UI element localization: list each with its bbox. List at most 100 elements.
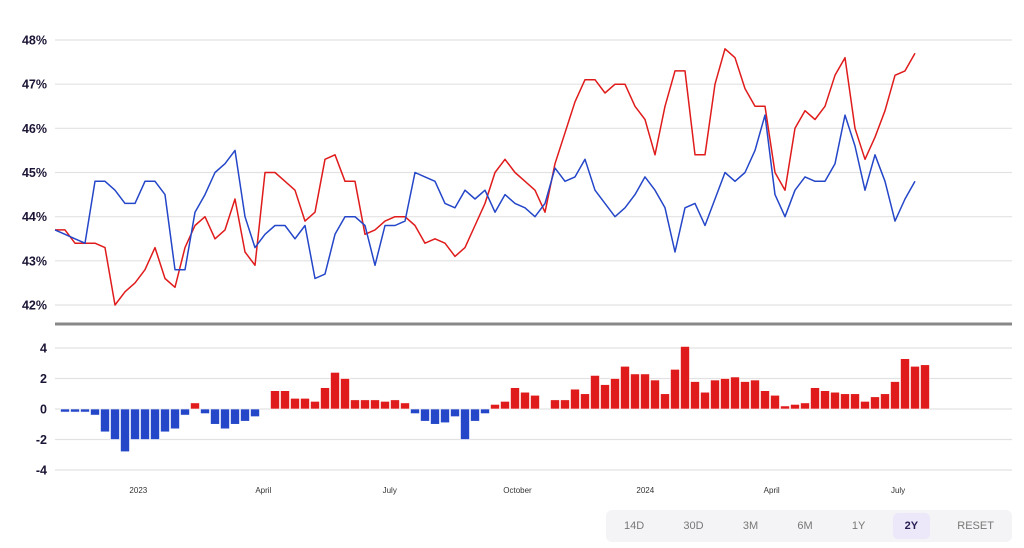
bar-negative (480, 408, 490, 414)
bar-negative (210, 408, 220, 425)
x-tick-label: 2023 (129, 486, 147, 495)
x-tick-label: April (764, 486, 780, 495)
range-button-6m[interactable]: 6M (797, 520, 813, 532)
bar-negative (180, 408, 190, 416)
bar-negative (100, 408, 110, 433)
bar-positive (910, 365, 920, 410)
bar-negative (240, 408, 250, 422)
bar-positive (550, 399, 560, 410)
x-axis-labels: 2023 April July October 2024 April July (129, 486, 905, 495)
line-series (54, 48, 916, 306)
bar-positive (370, 399, 380, 410)
y-tick-label: 48% (22, 34, 47, 48)
x-tick-label: July (383, 486, 397, 495)
series-line-blue (54, 114, 916, 280)
bar-positive (650, 379, 660, 410)
bar-positive (890, 381, 900, 410)
bar-positive (830, 391, 840, 410)
bar-positive (800, 402, 810, 410)
bar-positive (920, 364, 930, 410)
bar-negative (130, 408, 140, 440)
bar-positive (290, 398, 300, 410)
bar-positive (520, 391, 530, 410)
bar-positive (760, 390, 770, 410)
bar-negative (150, 408, 160, 440)
bar-positive (530, 394, 540, 410)
bar-positive (690, 381, 700, 410)
y-tick-label: 44% (22, 210, 47, 224)
range-button-3m[interactable]: 3M (742, 520, 759, 532)
x-tick-label: July (891, 486, 905, 495)
bar-negative (110, 408, 120, 440)
bar-positive (810, 387, 820, 410)
range-button-30d[interactable]: 30D (683, 520, 704, 532)
bar-negative (410, 408, 420, 414)
y-tick-label: 46% (22, 122, 47, 136)
bar-negative (230, 408, 240, 425)
bar-positive (630, 373, 640, 410)
bar-positive (710, 379, 720, 410)
bar-positive (720, 378, 730, 410)
bar-negative (450, 408, 460, 417)
bar-positive (360, 399, 370, 410)
bar-positive (900, 358, 910, 410)
bar-negative (160, 408, 170, 433)
bar-positive (590, 375, 600, 410)
bar-positive (350, 399, 360, 410)
bar-positive (840, 393, 850, 410)
bar-positive (740, 381, 750, 410)
y-tick-label: -4 (36, 464, 47, 478)
range-button-2y[interactable]: 2Y (892, 513, 931, 539)
bar-positive (380, 401, 390, 410)
bar-positive (390, 399, 400, 410)
bar-negative (200, 408, 210, 414)
bar-negative (460, 408, 470, 440)
range-button-reset[interactable]: RESET (957, 520, 994, 532)
bar-positive (400, 402, 410, 410)
x-tick-label: April (255, 486, 271, 495)
bar-negative (140, 408, 150, 440)
y-tick-label: 43% (22, 254, 47, 268)
range-button-1y[interactable]: 1Y (851, 520, 866, 532)
bar-negative (80, 408, 90, 413)
bar-positive (700, 391, 710, 410)
y-tick-label: 2 (40, 372, 47, 386)
bar-positive (320, 387, 330, 410)
bar-positive (510, 387, 520, 410)
bar-positive (780, 405, 790, 410)
bar-positive (280, 390, 290, 410)
bar-negative (170, 408, 180, 430)
y-tick-label: 4 (40, 342, 47, 356)
bar-negative (420, 408, 430, 422)
bar-negative (70, 408, 80, 413)
bar-positive (610, 378, 620, 410)
x-tick-label: October (503, 486, 532, 495)
bar-positive (560, 399, 570, 410)
bar-positive (660, 393, 670, 410)
bar-positive (600, 384, 610, 410)
bar-positive (850, 393, 860, 410)
range-selector: 14D 30D 3M 6M 1Y 2Y RESET (606, 510, 1012, 542)
bar-negative (60, 408, 70, 413)
bar-positive (330, 372, 340, 410)
difference-bars (60, 346, 930, 453)
series-line-red (55, 48, 916, 306)
bar-positive (880, 393, 890, 410)
bar-positive (730, 376, 740, 410)
bar-negative (430, 408, 440, 425)
bar-negative (440, 408, 450, 424)
bar-positive (640, 373, 650, 410)
y-tick-label: 42% (22, 299, 47, 313)
range-button-14d[interactable]: 14D (624, 520, 645, 532)
bar-positive (190, 402, 200, 410)
y-tick-label: 47% (22, 78, 47, 92)
bar-positive (620, 365, 630, 410)
y-axis-labels: 42% 43% 44% 45% 46% 47% 48% -4 -2 0 2 4 (22, 34, 47, 478)
bar-positive (340, 378, 350, 410)
bar-negative (90, 408, 100, 416)
y-tick-label: 45% (22, 166, 47, 180)
bar-positive (300, 398, 310, 410)
bar-positive (490, 404, 500, 410)
bar-positive (860, 401, 870, 410)
